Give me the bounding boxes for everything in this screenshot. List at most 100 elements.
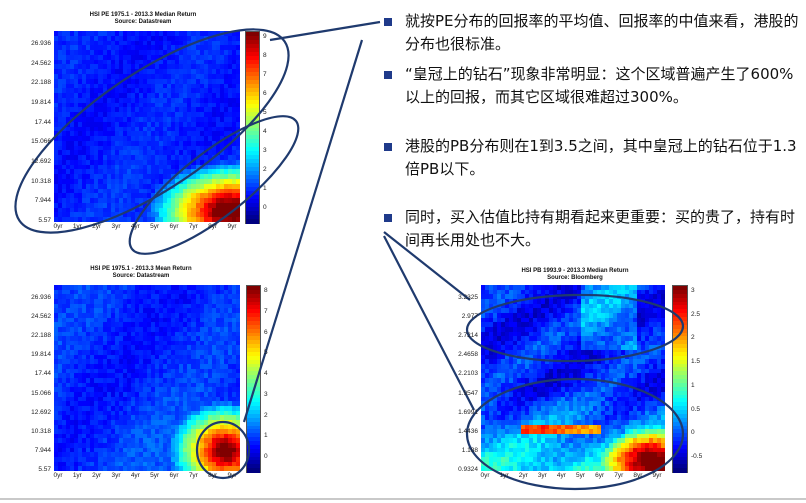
heatmap-cell (191, 405, 197, 412)
heatmap-cell (118, 457, 124, 463)
heatmap-cell (74, 387, 79, 393)
heatmap-cell (219, 317, 225, 323)
heatmap-cell (122, 322, 128, 328)
heatmap-cell (94, 466, 100, 471)
heatmap-cell (78, 364, 83, 370)
heatmap-cell (175, 285, 180, 291)
heatmap-cell (138, 336, 144, 342)
heatmap-cell (151, 317, 156, 323)
heatmap-cell (513, 285, 518, 291)
heatmap-cell (86, 410, 91, 416)
heatmap-cell (151, 359, 156, 365)
heatmap-cell (147, 373, 152, 379)
heatmap-cell (82, 429, 87, 435)
heatmap-cell (98, 308, 104, 314)
heatmap-cell (142, 396, 148, 402)
heatmap-cell (134, 294, 140, 300)
heatmap-cell (179, 391, 184, 398)
heatmap-cell (167, 387, 172, 393)
heatmap-cell (223, 359, 229, 365)
heatmap-cell (62, 285, 67, 291)
heatmap-cell (167, 443, 172, 449)
heatmap-cell (199, 289, 205, 295)
heatmap-cell (122, 466, 128, 471)
heatmap-cell (183, 308, 189, 314)
heatmap-cell (163, 312, 168, 319)
heatmap-cell (621, 289, 626, 295)
heatmap-cell (199, 382, 205, 388)
heatmap-cell (54, 359, 59, 365)
heatmap-cell (215, 350, 221, 356)
heatmap-cell (58, 443, 63, 449)
heatmap-cell (110, 326, 116, 333)
heatmap-cell (179, 312, 184, 319)
heatmap-cell (183, 359, 189, 365)
heatmap-cell (191, 350, 197, 356)
heatmap-cell (163, 391, 168, 398)
heatmap-cell (94, 340, 100, 347)
heatmap-cell (211, 391, 217, 398)
heatmap-cell (207, 364, 213, 370)
heatmap-cell (110, 466, 116, 471)
heatmap-cell (661, 285, 665, 291)
heatmap-cell (235, 415, 240, 421)
heatmap-cell (114, 391, 120, 398)
heatmap-cell (219, 345, 225, 351)
heatmap-cell (110, 452, 116, 458)
heatmap-cell (155, 336, 160, 342)
heatmap-cell (163, 438, 168, 444)
heatmap-cell (126, 415, 132, 421)
heatmap-cell (227, 303, 233, 309)
heatmap-cell (179, 457, 184, 463)
heatmap-cell (134, 303, 140, 309)
heatmap-cell (195, 391, 201, 398)
heatmap-cell (203, 382, 209, 388)
heatmap-cell (207, 387, 213, 393)
heatmap-cell (74, 308, 79, 314)
heatmap-cell (231, 405, 237, 412)
heatmap-cell (175, 340, 180, 347)
heatmap-cell (122, 359, 128, 365)
heatmap-cell (147, 387, 152, 393)
heatmap-cell (195, 298, 201, 305)
heatmap-cell (155, 308, 160, 314)
heatmap-cell (187, 466, 193, 471)
heatmap-cell (106, 368, 112, 374)
heatmap-cell (58, 294, 63, 300)
heatmap-cell (155, 429, 160, 435)
heatmap-cell (191, 345, 197, 351)
heatmap-cell (235, 396, 240, 402)
heatmap-cell (207, 415, 213, 421)
heatmap-cell (82, 405, 87, 412)
heatmap-cell (235, 340, 240, 347)
heatmap-cell (142, 387, 148, 393)
heatmap-cell (167, 350, 172, 356)
heatmap-cell (110, 303, 116, 309)
heatmap-cell (142, 457, 148, 463)
heatmap-cell (94, 457, 100, 463)
heatmap-cell (106, 466, 112, 471)
heatmap-cell (74, 298, 79, 305)
heatmap-cell (110, 461, 116, 467)
heatmap-cell (167, 438, 172, 444)
heatmap-cell (74, 364, 79, 370)
heatmap-cell (110, 419, 116, 426)
heatmap-cell (90, 308, 96, 314)
heatmap-cell (74, 438, 79, 444)
heatmap-cell (219, 359, 225, 365)
heatmap-cell (62, 345, 67, 351)
heatmap-cell (134, 298, 140, 305)
heatmap-cell (54, 294, 59, 300)
heatmap-cell (155, 373, 160, 379)
heatmap-cell (223, 331, 229, 337)
heatmap-cell (134, 396, 140, 402)
heatmap-cell (82, 285, 87, 291)
heatmap-cell (147, 298, 152, 305)
heatmap-cell (561, 289, 566, 295)
heatmap-cell (653, 289, 658, 295)
heatmap-cell (110, 317, 116, 323)
heatmap-cell (126, 438, 132, 444)
heatmap-cell (126, 308, 132, 314)
heatmap-cell (199, 396, 205, 402)
heatmap-cell (82, 303, 87, 309)
